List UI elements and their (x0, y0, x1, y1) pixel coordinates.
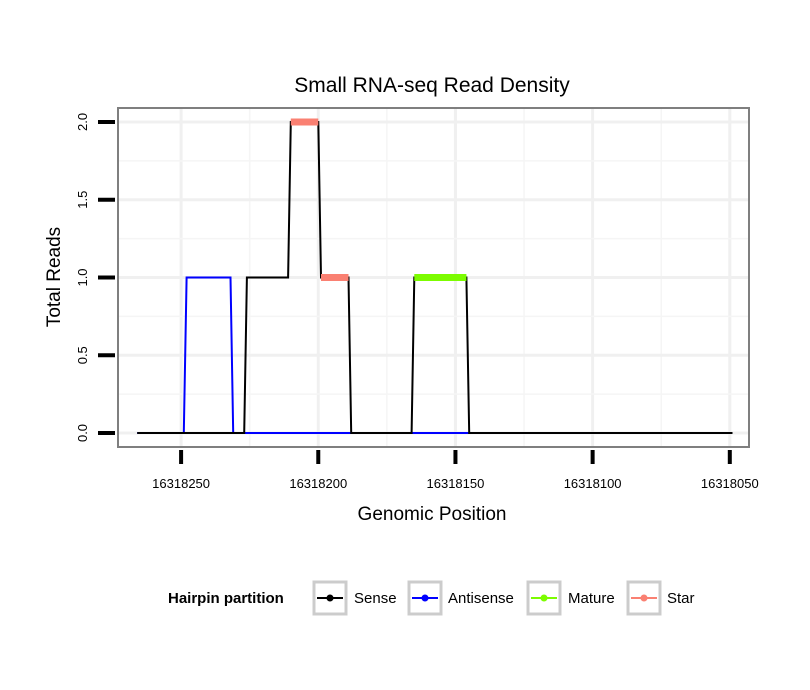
legend: Hairpin partition Sense Antisense Mature St… (168, 580, 695, 616)
x-axis: 16318250 16318200 16318150 16318100 16318050 (152, 450, 759, 491)
x-axis-title: Genomic Position (358, 504, 507, 525)
legend-label: Mature (568, 590, 615, 607)
y-tick-label: 1.0 (75, 268, 90, 286)
series-layer (137, 118, 733, 434)
y-axis-title: Total Reads (44, 227, 65, 327)
x-tick-label: 16318200 (289, 476, 347, 491)
x-tick-label: 16318150 (427, 476, 485, 491)
legend-key-dot (326, 594, 334, 602)
legend-key-dot (421, 594, 429, 602)
chart-title: Small RNA-seq Read Density (294, 74, 570, 97)
y-tick-label: 0.0 (75, 424, 90, 442)
x-tick-label: 16318050 (701, 476, 759, 491)
legend-label: Antisense (448, 590, 514, 607)
legend-key-dot (540, 594, 548, 602)
y-axis: 0.0 0.5 1.0 1.5 2.0 (75, 113, 115, 442)
legend-label: Sense (354, 590, 397, 607)
legend-key-dot (640, 594, 648, 602)
legend-label: Star (667, 590, 695, 607)
y-tick-label: 1.5 (75, 191, 90, 209)
y-tick-label: 2.0 (75, 113, 90, 131)
x-tick-label: 16318250 (152, 476, 210, 491)
y-tick-label: 0.5 (75, 346, 90, 364)
legend-title: Hairpin partition (168, 590, 284, 607)
plot-panel-border (117, 107, 750, 448)
x-tick-label: 16318100 (564, 476, 622, 491)
